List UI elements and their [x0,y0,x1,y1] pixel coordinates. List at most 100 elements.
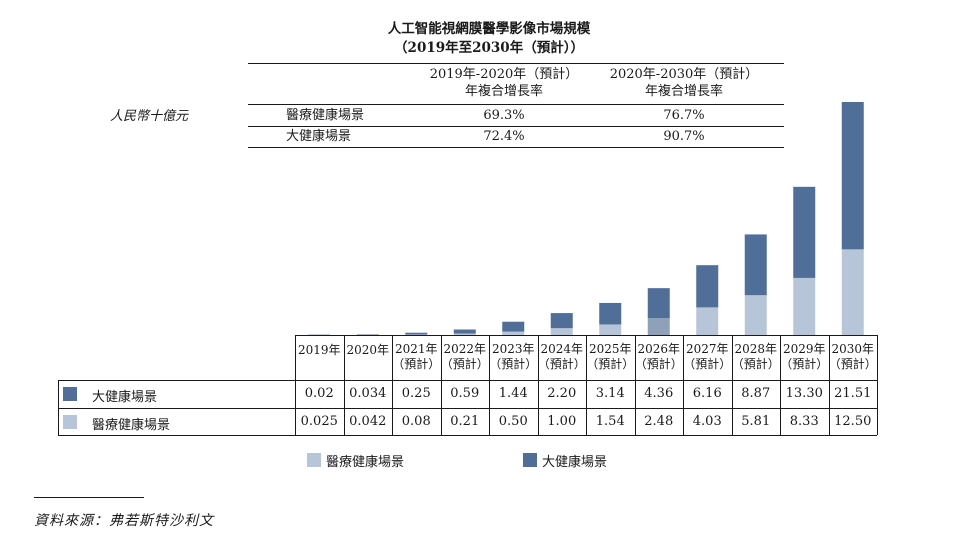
cagr-row1-v1: 69.3% [483,108,525,123]
data-label-big-health: 21.51 [834,386,872,401]
bar-medical-10 [793,277,816,335]
data-label-medical: 0.08 [401,414,431,429]
bar-big-health-10 [793,186,816,278]
cagr-row2-v1: 72.4% [483,129,525,144]
x-tick-label: 2020年 [346,343,390,357]
bar-medical-11 [841,249,864,335]
bar-medical-5 [550,328,573,335]
data-label-medical: 0.21 [450,414,480,429]
bar-big-health-8 [696,265,719,308]
table-col-divider [586,335,587,435]
bar-medical-7 [647,318,670,335]
bar-big-health-1 [356,334,379,335]
data-label-big-health: 3.14 [595,386,625,401]
cagr-row2-label: 大健康場景 [286,129,352,144]
data-label-medical: 2.48 [644,414,674,429]
bar-big-health-4 [502,321,525,332]
table-col-divider [537,335,539,435]
table-col-divider [634,335,636,435]
cagr-rule-bottom [248,147,784,148]
row-swatch-medical [63,415,77,429]
chart-title-line1: 人工智能視網膜醫學影像市場規模 [387,21,591,37]
x-tick-label: 2030年 （預計） [828,342,877,371]
bar-big-health-0 [308,334,331,336]
bar-big-health-9 [744,234,767,296]
chart-title: 人工智能視網膜醫學影像市場規模 （2019年至2030年（預計）） [0,20,978,58]
bar-medical-8 [696,307,719,335]
data-label-big-health: 0.02 [304,386,334,401]
data-label-medical: 12.50 [834,414,872,429]
bar-big-health-6 [599,302,622,325]
data-label-medical: 4.03 [692,414,722,429]
y-unit-label: 人民幣十億元 [110,109,189,124]
row-swatch-big-health [63,387,77,401]
cagr-row2-v2: 90.7% [663,129,705,144]
x-tick-label: 2019年 [297,343,341,357]
table-col-divider [440,335,442,435]
data-label-medical: 1.00 [547,414,577,429]
data-label-medical: 0.025 [300,414,338,429]
bar-big-health-11 [841,102,864,250]
source-rule [34,497,144,498]
table-rule-bottom [58,435,877,436]
row-label-medical: 醫療健康場景 [92,418,171,433]
x-tick-label: 2024年 （預計） [537,342,586,371]
data-label-big-health: 8.87 [741,386,771,401]
table-col-divider [392,335,393,435]
legend-swatch-big-health [523,453,537,467]
bar-big-health-5 [550,313,573,329]
table-col-divider [731,335,733,435]
data-label-big-health: 13.30 [785,386,823,401]
row-label-big-health: 大健康場景 [92,390,158,405]
table-col-divider [828,335,830,435]
source-note: 資料來源：弗若斯特沙利文 [34,513,214,529]
x-tick-label: 2022年 （預計） [440,342,489,371]
data-label-big-health: 2.20 [547,386,577,401]
cagr-col2-header: 2020年-2030年（預計） 年複合增長率 [609,67,759,99]
data-label-big-health: 4.36 [644,386,674,401]
table-col-divider [683,335,684,435]
cagr-rule-header [248,104,784,105]
data-label-medical: 8.33 [789,414,819,429]
cagr-row1-v2: 76.7% [663,108,705,123]
bar-medical-3 [453,333,476,335]
data-label-big-health: 6.16 [692,386,722,401]
table-col-divider [877,335,878,435]
x-tick-label: 2026年 （預計） [634,342,683,371]
table-col-divider [780,335,781,435]
bar-medical-6 [599,324,622,335]
x-tick-label: 2028年 （預計） [731,342,780,371]
x-tick-label: 2025年 （預計） [586,342,635,371]
legend-swatch-medical [307,453,321,467]
table-col-divider [295,335,296,435]
bar-medical-9 [744,295,767,335]
table-rule-1 [58,380,877,381]
bar-big-health-2 [405,332,428,335]
data-label-big-health: 0.034 [349,386,387,401]
table-border-left [58,380,59,435]
data-label-big-health: 0.59 [450,386,480,401]
table-col-divider [489,335,490,435]
bar-medical-4 [502,331,525,335]
data-label-big-health: 0.25 [401,386,431,401]
bar-big-health-7 [647,288,670,319]
legend-label-big-health: 大健康場景 [542,455,608,470]
table-col-divider [343,335,345,435]
data-label-medical: 5.81 [741,414,771,429]
table-rule-2 [58,408,877,409]
cagr-col1-header: 2019年-2020年（預計） 年複合增長率 [429,67,579,99]
chart-title-line2: （2019年至2030年（預計）） [394,40,584,56]
data-label-medical: 0.50 [498,414,528,429]
cagr-rule-mid [248,126,784,127]
cagr-row1-label: 醫療健康場景 [286,108,365,123]
x-tick-label: 2023年 （預計） [489,342,538,371]
x-tick-label: 2021年 （預計） [392,342,441,371]
bar-medical-2 [405,334,428,335]
bar-big-health-3 [453,329,476,334]
data-label-medical: 1.54 [595,414,625,429]
legend-label-medical: 醫療健康場景 [326,455,405,470]
cagr-rule-top [248,63,784,64]
data-label-medical: 0.042 [349,414,387,429]
